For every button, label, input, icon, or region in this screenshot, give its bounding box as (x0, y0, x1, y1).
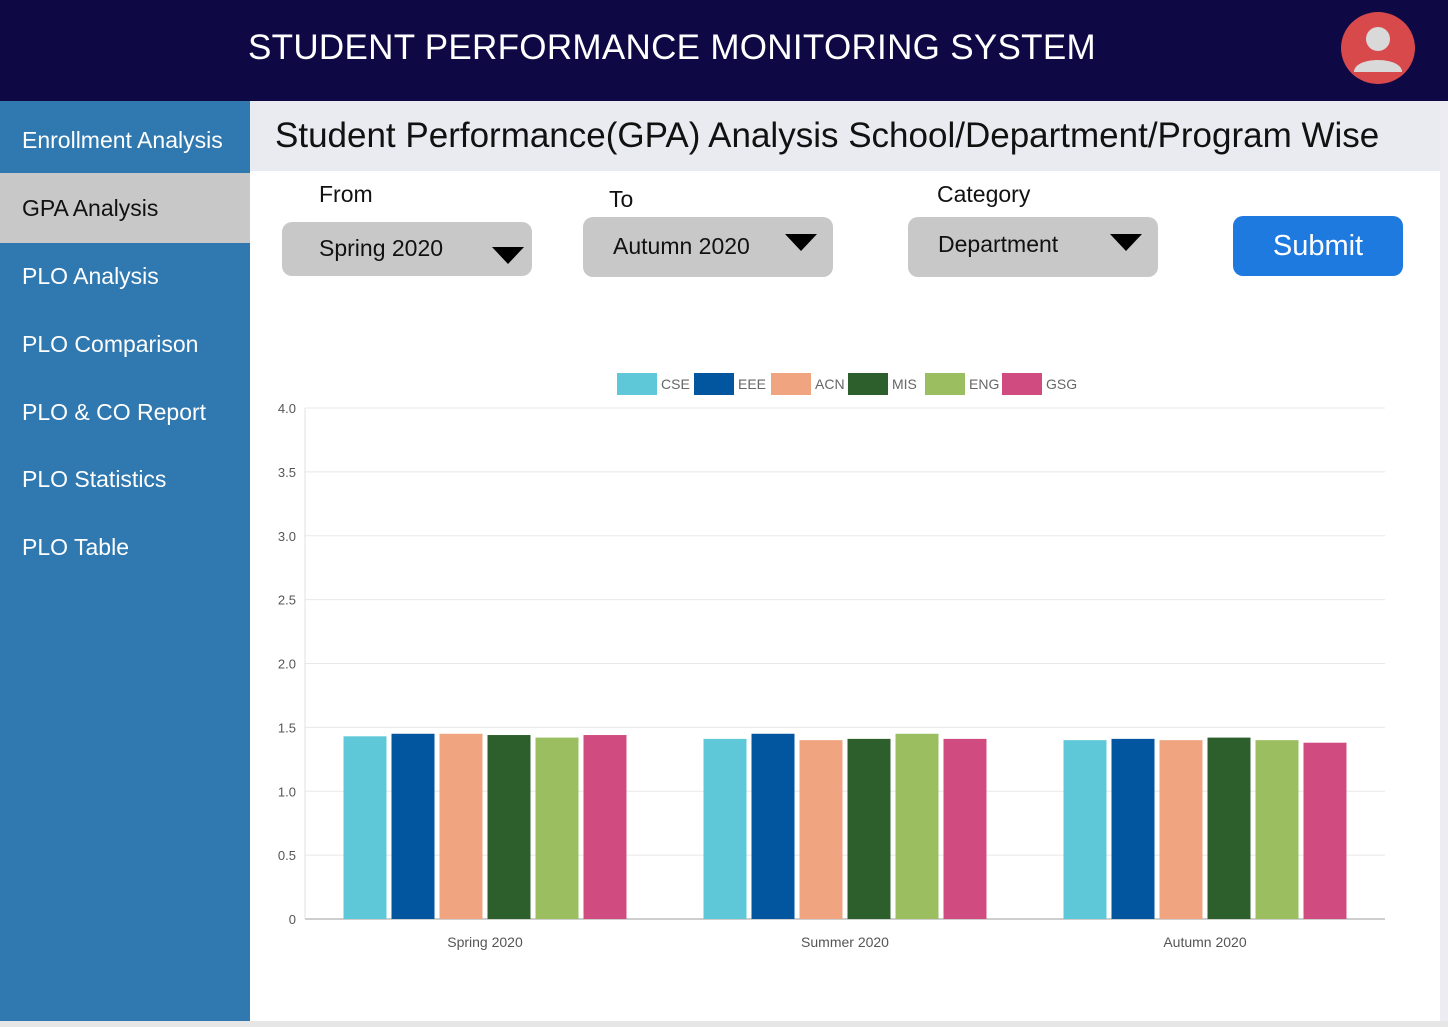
gpa-bar-chart: 0 0.5 1.0 1.5 2.0 2.5 3.0 3.5 4.0 Spring 2020 Summ… (278, 373, 1385, 950)
user-avatar-icon[interactable] (1341, 12, 1415, 84)
bar-eng (535, 737, 579, 919)
bar-gsg (943, 738, 987, 919)
to-label: To (609, 186, 634, 212)
category-dropdown-value: Department (938, 231, 1059, 257)
page-title: Student Performance(GPA) Analysis School… (275, 116, 1380, 155)
legend-label-acn: ACN (815, 376, 845, 392)
legend-label-gsg: GSG (1046, 376, 1077, 392)
from-dropdown-value: Spring 2020 (319, 235, 444, 261)
legend-label-eee: EEE (738, 376, 766, 392)
submit-button[interactable]: Submit (1233, 216, 1403, 276)
category-label: Category (937, 181, 1031, 207)
y-tick-label: 3.5 (278, 465, 296, 480)
sidebar-item-plo-co-report[interactable]: PLO & CO Report (22, 399, 207, 425)
to-dropdown-value: Autumn 2020 (613, 233, 750, 259)
legend-label-mis: MIS (892, 376, 917, 392)
bar-acn (799, 740, 843, 919)
y-tick-label: 0 (289, 912, 296, 927)
legend-label-eng: ENG (969, 376, 999, 392)
sidebar-item-gpa-analysis[interactable]: GPA Analysis (0, 173, 250, 243)
bar-mis (1207, 737, 1251, 919)
y-tick-label: 2.5 (278, 593, 296, 608)
sidebar-item-plo-table[interactable]: PLO Table (22, 534, 129, 560)
from-dropdown[interactable]: Spring 2020 (282, 222, 532, 276)
y-tick-label: 4.0 (278, 401, 296, 416)
sidebar: Enrollment Analysis GPA Analysis PLO Ana… (0, 101, 250, 1021)
y-tick-label: 0.5 (278, 848, 296, 863)
bar-cse (1063, 740, 1107, 919)
bar-gsg (1303, 742, 1347, 919)
x-tick-label: Spring 2020 (447, 934, 523, 950)
x-tick-label: Summer 2020 (801, 934, 889, 950)
bar-eee (751, 733, 795, 919)
bar-cse (343, 736, 387, 919)
chevron-down-icon (1110, 234, 1142, 251)
bar-gsg (583, 735, 627, 919)
chevron-down-icon (785, 234, 817, 251)
y-tick-label: 2.0 (278, 657, 296, 672)
legend-swatch-eee (694, 373, 734, 395)
legend-swatch-mis (848, 373, 888, 395)
bar-eng (895, 733, 939, 919)
bar-eee (391, 733, 435, 919)
bar-eee (1111, 738, 1155, 919)
sidebar-item-plo-analysis[interactable]: PLO Analysis (22, 263, 159, 289)
bar-eng (1255, 740, 1299, 919)
legend-swatch-gsg (1002, 373, 1042, 395)
sidebar-item-enrollment-analysis[interactable]: Enrollment Analysis (22, 127, 223, 153)
y-tick-label: 3.0 (278, 529, 296, 544)
bar-mis (487, 735, 531, 919)
to-dropdown[interactable]: Autumn 2020 (583, 217, 833, 277)
top-bar: STUDENT PERFORMANCE MONITORING SYSTEM (0, 0, 1448, 101)
chevron-down-icon (492, 247, 524, 264)
bar-acn (1159, 740, 1203, 919)
sidebar-item-plo-statistics[interactable]: PLO Statistics (22, 466, 167, 492)
legend-swatch-acn (771, 373, 811, 395)
category-dropdown[interactable]: Department (908, 217, 1158, 277)
bar-acn (439, 733, 483, 919)
content-header: Student Performance(GPA) Analysis School… (250, 101, 1440, 171)
y-tick-label: 1.0 (278, 784, 296, 799)
app-title: STUDENT PERFORMANCE MONITORING SYSTEM (248, 28, 1096, 67)
y-tick-label: 1.5 (278, 720, 296, 735)
x-tick-label: Autumn 2020 (1163, 934, 1246, 950)
bar-mis (847, 738, 891, 919)
bar-cse (703, 738, 747, 919)
from-label: From (319, 181, 373, 207)
legend-swatch-cse (617, 373, 657, 395)
bottom-strip (0, 1021, 1448, 1027)
legend-label-cse: CSE (661, 376, 690, 392)
legend-swatch-eng (925, 373, 965, 395)
sidebar-item-plo-comparison[interactable]: PLO Comparison (22, 331, 199, 357)
